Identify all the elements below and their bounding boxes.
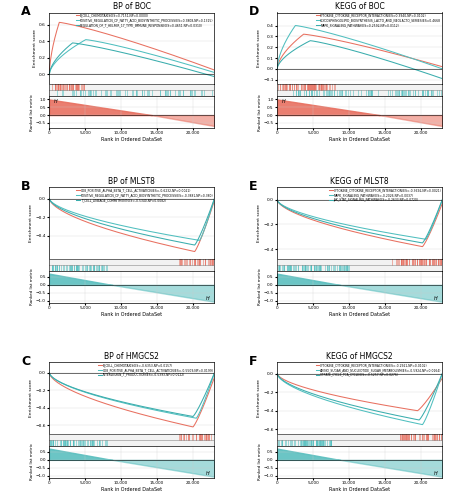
Text: H: H	[54, 99, 58, 104]
Text: D: D	[249, 6, 260, 18]
Legend: B_CELL_CHEMOTAXIS(ES=-0.6353,NP=0.0157), CD8_POSITIVE_ALPHA_BETA_T_CELL_ACTIVATI: B_CELL_CHEMOTAXIS(ES=-0.6353,NP=0.0157),…	[98, 363, 214, 377]
X-axis label: Rank in Ordered DataSet: Rank in Ordered DataSet	[101, 312, 163, 317]
Legend: CD8_POSITIVE_ALPHA_BETA_T_CELL_ACTIVATION(ES=-0.6232,NP=0.0021), POSITIVE_REGULA: CD8_POSITIVE_ALPHA_BETA_T_CELL_ACTIVATIO…	[76, 188, 214, 202]
X-axis label: Rank in Ordered DataSet: Rank in Ordered DataSet	[329, 487, 390, 492]
Legend: CYTOKINE_CYTOKINE_RECEPTOR_INTERACTION(ES=-0.3692,NP=0.0021), MAPK_SIGNALING_PAT: CYTOKINE_CYTOKINE_RECEPTOR_INTERACTION(E…	[329, 188, 442, 202]
Legend: CYTOKINE_CYTOKINE_RECEPTOR_INTERACTION(ES=-0.2921,NP=0.0102), AMINO_SUGAR_AND_NU: CYTOKINE_CYTOKINE_RECEPTOR_INTERACTION(E…	[315, 363, 442, 377]
Y-axis label: Enrichment score: Enrichment score	[257, 30, 261, 68]
Y-axis label: Ranked list metric: Ranked list metric	[258, 444, 262, 480]
Title: BP of BOC: BP of BOC	[113, 2, 151, 11]
X-axis label: Rank in Ordered DataSet: Rank in Ordered DataSet	[101, 137, 163, 142]
X-axis label: Rank in Ordered DataSet: Rank in Ordered DataSet	[329, 137, 390, 142]
Text: H: H	[206, 296, 210, 301]
Text: C: C	[22, 355, 31, 368]
Y-axis label: Enrichment score: Enrichment score	[33, 30, 37, 68]
Title: KEGG of BOC: KEGG of BOC	[335, 2, 385, 11]
Legend: CYTOKINE_CYTOKINE_RECEPTOR_INTERACTION(ES=0.3940,NP=0.0102), GLYCOSPHINGOLIPID_B: CYTOKINE_CYTOKINE_RECEPTOR_INTERACTION(E…	[316, 13, 442, 27]
Text: F: F	[249, 355, 258, 368]
Title: KEGG of MLST8: KEGG of MLST8	[330, 177, 389, 186]
Text: H: H	[282, 99, 286, 104]
Title: BP of HMGCS2: BP of HMGCS2	[105, 352, 159, 361]
Text: B: B	[22, 180, 31, 194]
Y-axis label: Ranked list metric: Ranked list metric	[30, 94, 34, 130]
X-axis label: Rank in Ordered DataSet: Rank in Ordered DataSet	[101, 487, 163, 492]
Y-axis label: Ranked list metric: Ranked list metric	[258, 94, 262, 130]
Legend: B_CELL_CHEMOTAXIS(ES=0.7151,NP=0.0000), POSITIVE_REGULATION_OF_FATTY_ACID_BIOSYN: B_CELL_CHEMOTAXIS(ES=0.7151,NP=0.0000), …	[75, 13, 214, 27]
Text: A: A	[22, 6, 31, 18]
Title: BP of MLST8: BP of MLST8	[109, 177, 155, 186]
Y-axis label: Ranked list metric: Ranked list metric	[30, 444, 34, 480]
Y-axis label: Enrichment score: Enrichment score	[29, 379, 33, 417]
Y-axis label: Ranked list metric: Ranked list metric	[30, 268, 34, 306]
Text: E: E	[249, 180, 258, 194]
Text: H: H	[434, 471, 437, 476]
Y-axis label: Enrichment score: Enrichment score	[257, 204, 261, 242]
Title: KEGG of HMGCS2: KEGG of HMGCS2	[326, 352, 393, 361]
Y-axis label: Enrichment score: Enrichment score	[257, 379, 261, 417]
Y-axis label: Enrichment score: Enrichment score	[29, 204, 33, 242]
Text: H: H	[434, 296, 437, 301]
Text: H: H	[206, 471, 210, 476]
Y-axis label: Ranked list metric: Ranked list metric	[258, 268, 262, 306]
X-axis label: Rank in Ordered DataSet: Rank in Ordered DataSet	[329, 312, 390, 317]
